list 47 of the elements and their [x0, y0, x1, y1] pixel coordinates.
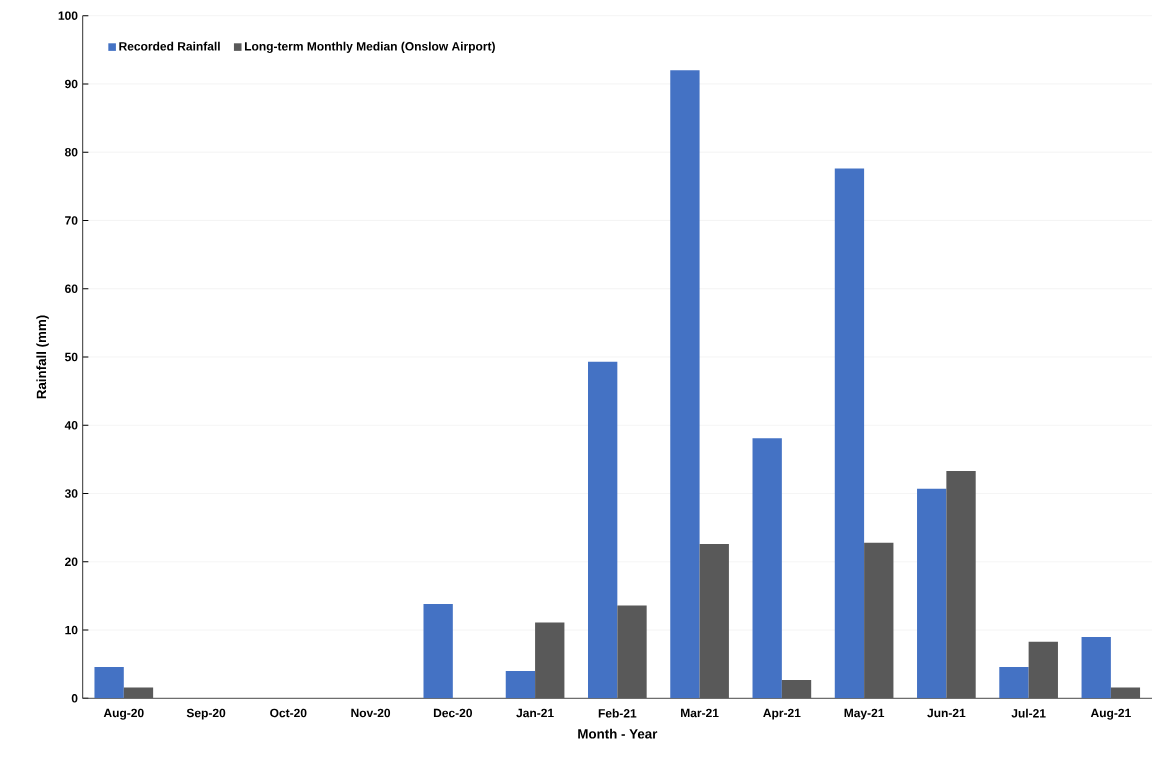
y-tick-label: 30 [64, 489, 78, 498]
bar [752, 438, 782, 699]
x-tick-label: Jun-21 [927, 708, 966, 718]
bar [834, 168, 865, 699]
bar [423, 604, 453, 699]
bar [123, 687, 154, 699]
y-tick-label: 70 [65, 216, 78, 225]
bar [999, 666, 1029, 699]
y-tick-label: 10 [65, 625, 78, 635]
y-tick-label: 50 [64, 352, 78, 362]
x-tick-label: Dec-20 [433, 708, 473, 718]
bar [617, 605, 647, 699]
x-tick-label: Aug-20 [103, 708, 144, 720]
x-tick-label: Mar-21 [681, 708, 719, 718]
x-axis-title: Month - Year [578, 728, 658, 739]
bar [670, 70, 700, 699]
y-tick-label: 90 [65, 79, 78, 89]
legend-label: Long-term Monthly Median (Onslow Airport) [244, 41, 495, 53]
y-tick-label: 100 [58, 11, 78, 20]
y-tick-label: 40 [64, 421, 78, 430]
bar [535, 622, 565, 699]
bar [864, 542, 894, 699]
bar [781, 679, 812, 699]
x-tick-label: Jan-21 [516, 708, 554, 718]
legend-label: Recorded Rainfall [119, 41, 220, 51]
bar [1110, 687, 1141, 699]
y-tick-label: 0 [71, 694, 78, 703]
y-tick-label: 80 [64, 147, 78, 157]
y-tick-label: 60 [65, 284, 78, 293]
x-tick-label: Nov-20 [351, 708, 391, 718]
y-axis-title: Rainfall (mm) [36, 315, 49, 399]
y-tick-label: 20 [65, 557, 78, 567]
bar [505, 671, 536, 699]
bar [699, 544, 729, 699]
x-tick-label: Feb-21 [598, 708, 637, 718]
x-tick-label: Apr-21 [763, 708, 801, 720]
bar [588, 361, 618, 699]
x-tick-label: Jul-21 [1011, 708, 1046, 718]
x-tick-label: Aug-21 [1090, 708, 1131, 720]
bar [917, 488, 947, 699]
bar [94, 666, 124, 699]
x-tick-label: Oct-20 [270, 708, 307, 718]
bar [946, 471, 976, 699]
bar [1081, 636, 1111, 699]
bar [1028, 641, 1058, 699]
x-tick-label: May-21 [844, 708, 885, 720]
x-tick-label: Sep-20 [186, 708, 226, 720]
